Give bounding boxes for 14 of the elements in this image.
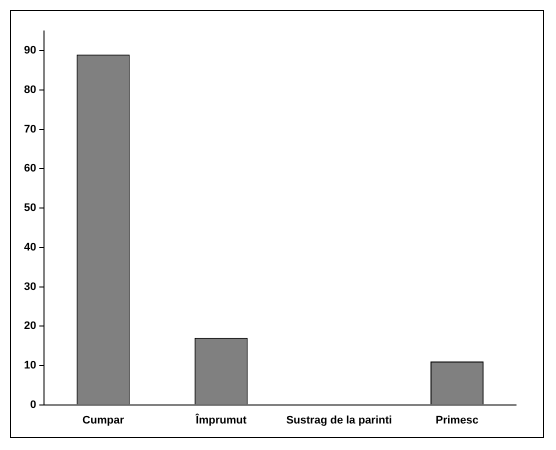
y-tick-label: 90 (24, 44, 36, 57)
y-tick-label: 10 (24, 359, 36, 372)
y-tick-label: 50 (24, 202, 36, 214)
x-tick-label: Împrumut (194, 413, 247, 426)
y-tick-label: 60 (24, 162, 36, 175)
x-tick-label: Sustrag de la parinti (286, 414, 392, 426)
y-tick-label: 20 (24, 320, 36, 332)
x-tick-label: Cumpar (82, 414, 125, 426)
y-tick-label: 70 (24, 123, 36, 136)
y-tick-label: 0 (30, 398, 36, 411)
y-tick-label: 40 (24, 241, 36, 254)
y-tick-label: 30 (24, 280, 36, 293)
y-tick-label: 80 (24, 84, 36, 96)
x-tick-label: Primesc (436, 414, 478, 426)
